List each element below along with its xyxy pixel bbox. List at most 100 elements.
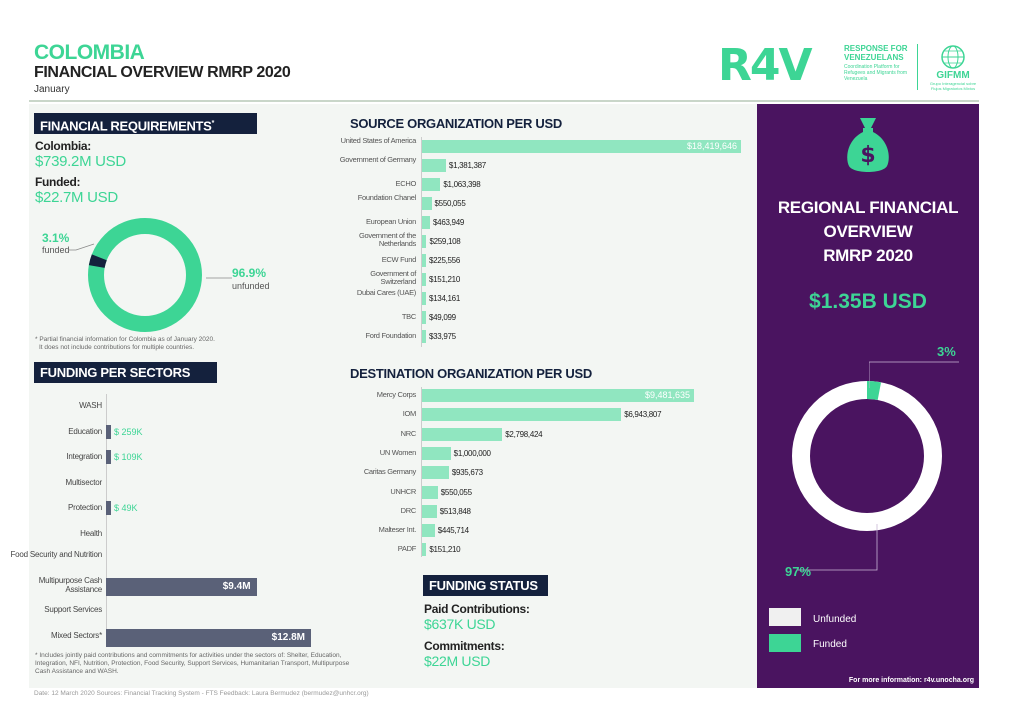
colombia-unfunded-text: unfunded [232,281,270,291]
paid-contributions-value: $637K USD [424,616,496,632]
regional-funded-leader [869,361,959,388]
org-value: $463,949 [433,218,464,227]
regional-panel: $ REGIONAL FINANCIAL OVERVIEW RMRP 2020 … [757,104,979,688]
financial-note-line1: * Partial financial information for Colo… [35,336,215,343]
org-label: UN Women [379,447,417,457]
sectors-note: * Includes jointly paid contributions an… [35,652,350,675]
org-bar [422,254,426,267]
org-label: PADF [397,544,417,554]
source-axis [421,137,422,347]
sector-bar [106,577,257,596]
colombia-funded-pct: 3.1% [42,231,70,245]
regional-title: REGIONAL FINANCIAL OVERVIEW RMRP 2020 [757,196,979,268]
org-value: $2,798,424 [505,429,543,439]
org-value: $151,210 [429,275,460,284]
regional-amount: $1.35B USD [809,290,927,313]
org-bar [422,446,451,460]
org-label: ECW Fund [381,255,417,264]
regional-footer: For more information: r4v.unocha.org [848,677,974,684]
org-label: Foundation Chanel [357,193,417,202]
org-value: $49,099 [429,313,456,322]
legend-funded-label: Funded [813,639,847,650]
org-bar [422,389,694,402]
org-bar [422,427,503,441]
sector-bar [106,628,311,647]
sector-value: $12.8M [271,631,305,643]
sector-label: Integration [66,452,102,461]
gifmm-logo: GIFMM Grupo Interagencial sobre Flujos M… [925,44,981,91]
regional-unfunded-arc [792,381,942,531]
sector-value: $ 259K [114,426,143,437]
svg-text:$: $ [860,143,875,168]
donut-funded-arc [88,218,202,332]
logo-tagline: Coordination Platform for Refugees and M… [844,64,908,82]
org-label: European Union [365,217,416,226]
org-label: Mercy Corps [376,390,417,399]
org-bar [422,524,435,538]
regional-title-line2: OVERVIEW [823,222,913,241]
org-value: $151,210 [429,545,461,555]
org-value: $9,481,635 [644,390,690,400]
colombia-donut [88,218,202,332]
org-bar [422,311,426,324]
regional-unfunded-pct: 97% [785,564,812,579]
regional-unfunded-leader [797,524,878,571]
sector-bar [106,450,111,464]
sector-label: Multipurpose Cash Assistance [38,575,103,594]
org-value: $134,161 [429,294,460,303]
paid-contributions-label: Paid Contributions: [424,602,530,616]
sector-label: Protection [67,503,102,512]
legend-unfunded-swatch [769,608,801,626]
sector-value: $ 109K [114,452,143,462]
money-bag-icon: $ [847,118,889,172]
financial-requirements-title: FINANCIAL REQUIREMENTS [40,118,212,134]
org-bar [422,504,437,518]
funding-per-sectors-header: FUNDING PER SECTORS [34,362,217,383]
org-bar [422,197,432,210]
org-value: $445,714 [437,526,469,536]
org-bar [422,140,741,153]
destination-org-header: DESTINATION ORGANIZATION PER USD [350,366,592,381]
colombia-value: $739.2M USD [35,153,126,170]
org-label: DRC [400,505,417,515]
header-divider [29,100,979,102]
gifmm-label: GIFMM [936,70,970,81]
page-title: COLOMBIA [34,41,145,64]
sector-label: Support Services [44,605,102,614]
org-value: $18,419,646 [686,141,737,151]
regional-funded-arc [792,381,942,531]
org-value: $935,673 [451,468,483,478]
sector-value: $9.4M [222,580,251,592]
org-label: IOM [402,409,417,419]
logo-line1: RESPONSE FOR [844,44,908,53]
org-bar [422,330,426,343]
regional-title-line3: RMRP 2020 [823,246,913,265]
financial-note-line2: It does not include contributions for mu… [39,344,195,351]
colombia-unfunded-pct: 96.9% [232,266,267,280]
org-value: $33,975 [429,332,456,341]
org-bar [422,466,449,480]
header-asterisk: * [211,120,215,127]
org-label: TBC [401,312,416,321]
sector-label: WASH [79,401,102,410]
sector-label: Mixed Sectors* [51,630,102,640]
financial-requirements-header: FINANCIAL REQUIREMENTS* [34,113,257,134]
org-value: $550,055 [440,487,472,497]
org-bar [422,235,427,248]
org-bar [422,216,431,229]
funded-value: $22.7M USD [35,189,118,206]
colombia-funded-text: funded [42,245,70,255]
org-bar [422,408,622,422]
funded-leader-line [68,243,95,251]
regional-title-line1: REGIONAL FINANCIAL [777,198,959,217]
funding-status-header: FUNDING STATUS [423,575,548,596]
legend-funded-swatch [769,634,801,652]
r4v-logo: R4V [718,40,813,91]
org-value: $513,848 [439,506,471,516]
sector-bar [106,424,111,439]
org-value: $225,556 [429,256,460,265]
org-label: Government of the Netherlands [358,231,416,248]
org-label: United States of America [340,136,417,145]
org-label: Government of Germany [339,155,417,164]
org-value: $550,055 [434,199,466,208]
